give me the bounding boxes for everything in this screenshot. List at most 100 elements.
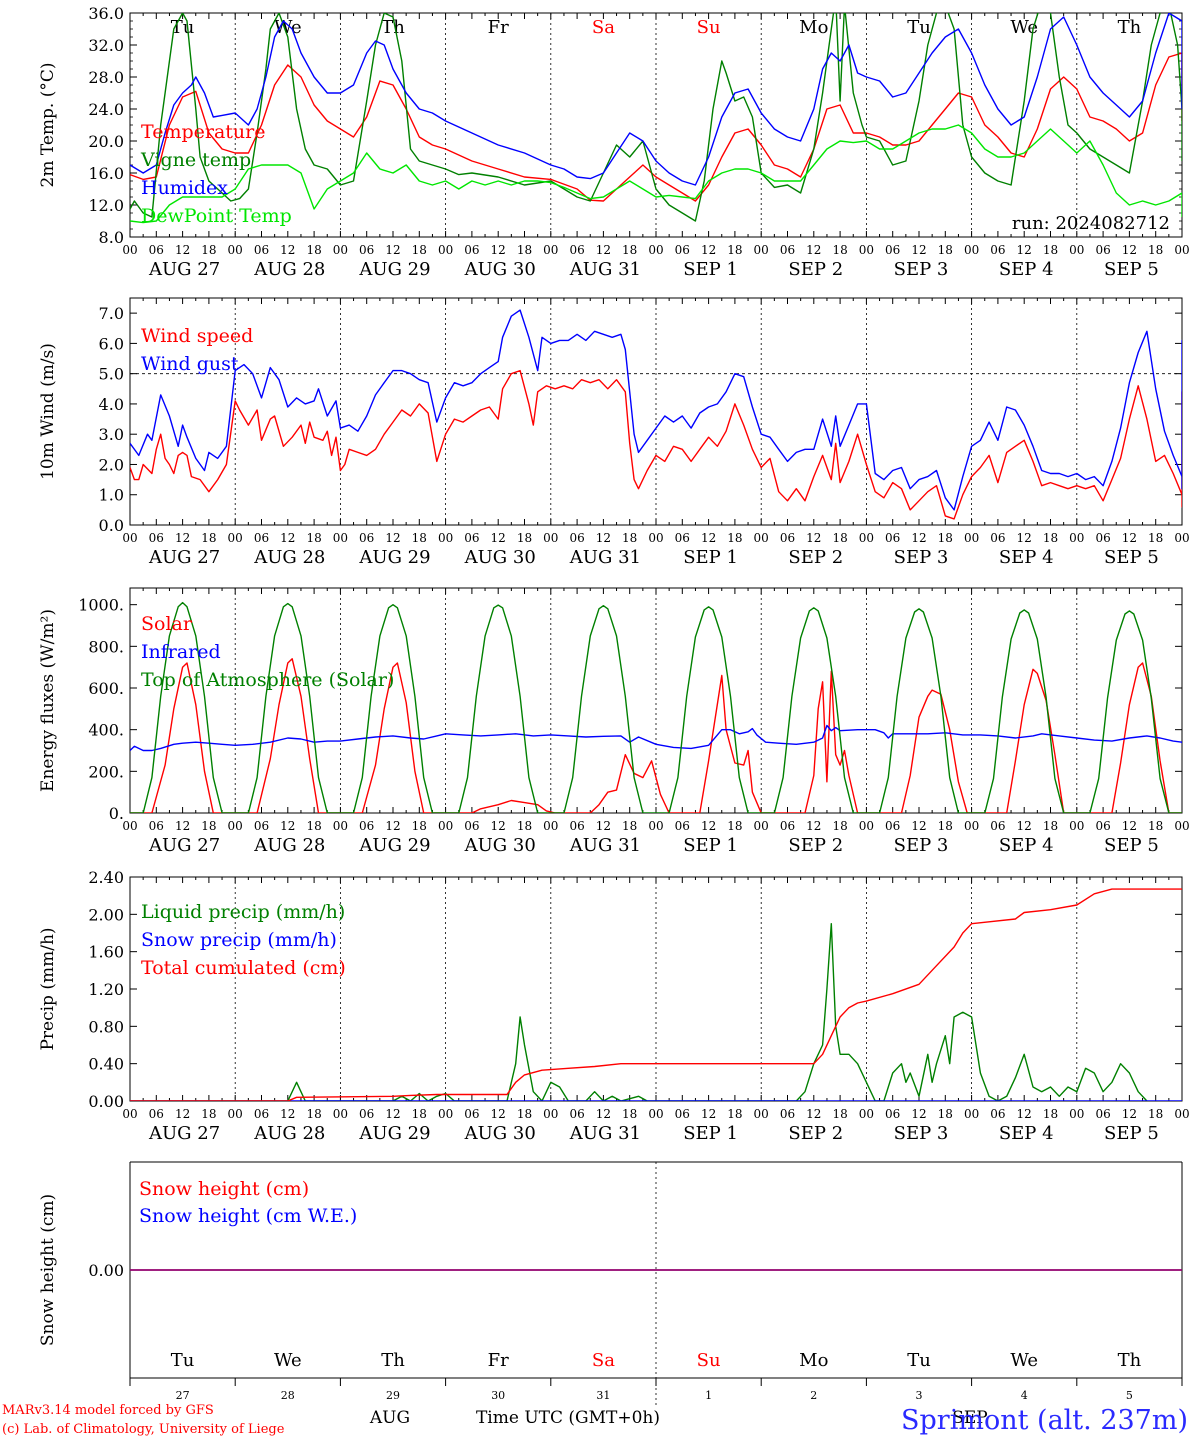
date-label: AUG 29 [358,1123,430,1144]
date-label: AUG 31 [569,1123,641,1144]
hour-label: 18 [938,1107,953,1121]
hour-label: 06 [464,1107,479,1121]
series-group-temp [130,13,1182,224]
hour-label: 18 [622,1107,637,1121]
hour-label: 00 [543,243,558,257]
hour-label: 12 [280,1107,295,1121]
hour-label: 00 [964,819,979,833]
hour-label: 18 [201,531,216,545]
location-title: Sprimont (alt. 237m) [901,1405,1188,1436]
hour-label: 18 [832,243,847,257]
y-tick-label: 28.0 [88,68,124,87]
hour-label: 00 [648,819,663,833]
hour-label: 12 [385,243,400,257]
series-group-wind [130,309,1182,520]
date-label: AUG 30 [464,835,536,856]
y-tick-label: 32.0 [88,36,124,55]
hour-label: 06 [359,531,374,545]
hour-label: 00 [543,819,558,833]
y-axis-label-precip: Precip (mm/h) [38,927,58,1050]
hour-label: 00 [1069,243,1084,257]
hour-label: 06 [1095,531,1110,545]
day-name-top: Mo [799,17,828,38]
hour-label: 12 [1122,1107,1137,1121]
hour-label: 18 [201,819,216,833]
hour-label: 06 [149,1107,164,1121]
hour-label: 06 [569,819,584,833]
hour-label: 00 [333,243,348,257]
y-tick-label: 24.0 [88,100,124,119]
hour-label: 12 [596,243,611,257]
hour-label: 18 [832,1107,847,1121]
hour-label: 00 [648,531,663,545]
day-name-bottom: Th [381,1350,405,1371]
hour-label: 12 [806,243,821,257]
hour-label: 12 [596,1107,611,1121]
hour-label: 00 [964,531,979,545]
y-axis-label-energy: Energy fluxes (W/m²) [38,609,58,792]
series-line-red [130,888,1182,1101]
hour-label: 06 [780,531,795,545]
hour-label: 06 [780,819,795,833]
hour-label: 12 [280,531,295,545]
y-tick-label: 8.0 [99,228,124,247]
series-line-blue [130,724,1182,752]
month-label-aug: AUG [369,1408,410,1428]
hour-label: 00 [228,243,243,257]
hour-label: 06 [569,243,584,257]
hour-label: 12 [175,819,190,833]
hour-label: 12 [280,243,295,257]
hour-label: 18 [832,531,847,545]
hour-label: 00 [333,819,348,833]
day-name-bottom: We [274,1350,302,1371]
hour-label: 12 [806,531,821,545]
hour-label: 06 [149,243,164,257]
date-label: AUG 27 [148,259,220,280]
date-label: SEP 3 [894,835,949,856]
date-label: SEP 2 [788,1123,843,1144]
y-tick-label: 6.0 [99,334,124,353]
hour-label: 00 [859,531,874,545]
date-label: AUG 27 [148,547,220,568]
date-label: AUG 28 [253,835,325,856]
hour-label: 18 [727,531,742,545]
hour-label: 12 [491,531,506,545]
hour-label: 18 [622,243,637,257]
hour-label: 06 [464,819,479,833]
day-name-top: Tu [907,17,931,38]
hour-label: 00 [648,1107,663,1121]
day-number: 3 [916,1389,923,1402]
hour-label: 00 [333,531,348,545]
hour-label: 06 [569,531,584,545]
series-group-precip [130,888,1182,1101]
date-label: SEP 4 [999,1123,1054,1144]
hour-label: 12 [596,819,611,833]
hour-label: 18 [1148,243,1163,257]
date-label: SEP 3 [894,259,949,280]
legend-entry: Total cumulated (cm) [141,957,346,979]
legend-entry: Vigne temp [140,149,251,171]
hour-label: 18 [306,531,321,545]
hour-label: 06 [359,243,374,257]
hour-label: 00 [859,243,874,257]
hour-label: 00 [754,819,769,833]
hour-label: 06 [885,819,900,833]
date-label: SEP 3 [894,547,949,568]
y-tick-label: 2.00 [88,905,124,924]
date-label: SEP 2 [788,547,843,568]
hour-label: 06 [464,243,479,257]
lab-credit: (c) Lab. of Climatology, University of L… [2,1422,285,1437]
hour-label: 18 [1043,531,1058,545]
hour-label: 00 [333,1107,348,1121]
day-number: 4 [1021,1389,1028,1402]
day-name-bottom: Mo [799,1350,828,1371]
hour-label: 06 [990,1107,1005,1121]
y-tick-label: 0.40 [88,1055,124,1074]
hour-label: 12 [701,819,716,833]
hour-label: 12 [596,531,611,545]
y-tick-label: 0. [109,804,124,823]
hour-label: 06 [464,531,479,545]
hour-label: 00 [543,531,558,545]
hour-label-final: 00 [1174,243,1189,257]
y-axis-label-snow: Snow height (cm) [38,1194,58,1346]
